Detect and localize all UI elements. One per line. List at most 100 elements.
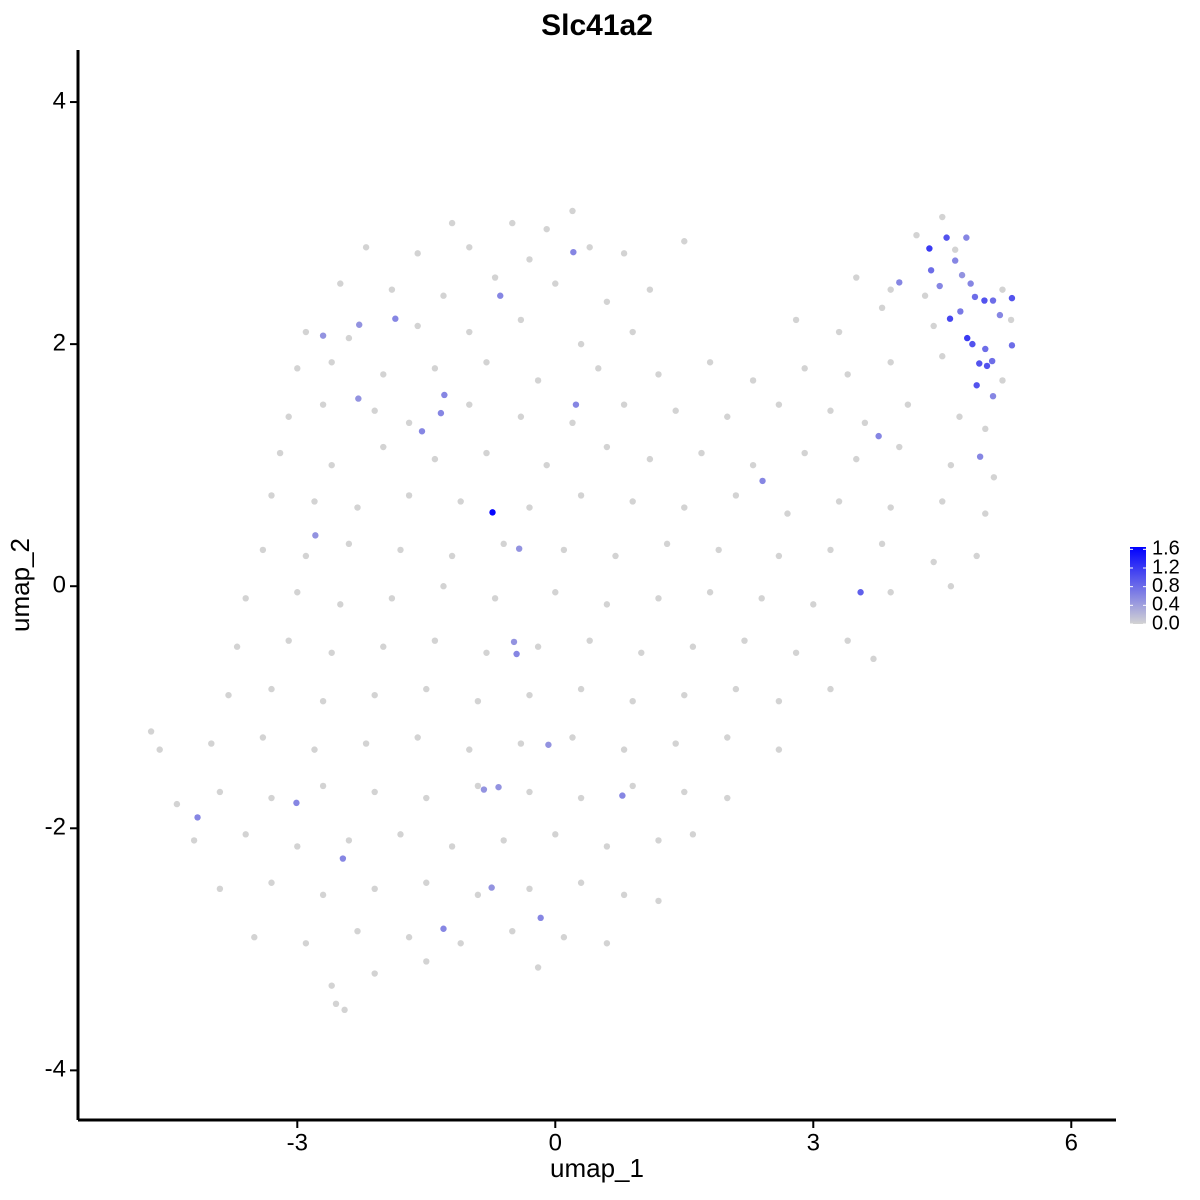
point (926, 245, 933, 252)
point (810, 601, 817, 608)
point (1008, 294, 1016, 302)
point (371, 691, 378, 699)
point (491, 274, 499, 281)
point (577, 879, 585, 886)
point (936, 282, 943, 290)
point (958, 271, 966, 279)
point (345, 540, 353, 548)
point (560, 934, 568, 941)
point (156, 746, 163, 753)
y-tick-label: 4 (53, 87, 66, 114)
point (500, 837, 507, 844)
point (724, 413, 731, 420)
point (509, 219, 516, 227)
point (457, 940, 464, 947)
point (749, 377, 757, 384)
point (586, 637, 593, 644)
point (526, 504, 533, 511)
point (405, 934, 413, 941)
point (827, 546, 834, 554)
point (603, 298, 611, 305)
point (440, 583, 447, 590)
point (414, 734, 421, 741)
point (629, 697, 636, 705)
point (448, 552, 456, 560)
point (620, 250, 628, 257)
point (749, 461, 757, 469)
x-tick-label: 0 (549, 1129, 562, 1156)
point (332, 1000, 340, 1008)
point (784, 510, 791, 517)
point (775, 552, 783, 560)
point (328, 982, 335, 989)
point (951, 257, 959, 264)
point (620, 891, 628, 899)
point (973, 382, 980, 389)
point (194, 814, 201, 821)
point (999, 286, 1006, 293)
point (497, 292, 504, 299)
point (225, 691, 232, 699)
point (943, 234, 950, 241)
point (689, 831, 697, 838)
colorbar (1130, 547, 1146, 624)
point (969, 340, 976, 348)
x-tick-label: -3 (287, 1129, 308, 1156)
point (861, 419, 869, 427)
point (827, 685, 834, 693)
point (534, 964, 542, 971)
point (988, 357, 996, 365)
point (996, 311, 1004, 319)
x-tick-label: 6 (1065, 1129, 1078, 1156)
point (328, 649, 335, 656)
point (380, 443, 387, 451)
point (853, 455, 860, 463)
point (431, 637, 439, 644)
point (913, 231, 920, 239)
point (732, 685, 740, 693)
point (655, 837, 662, 844)
point (947, 583, 955, 590)
point (423, 685, 430, 693)
point (870, 655, 877, 663)
point (311, 746, 318, 753)
point (732, 492, 740, 499)
point (801, 449, 808, 457)
point (724, 794, 731, 802)
point (483, 649, 490, 656)
point (939, 353, 946, 360)
point (577, 492, 585, 499)
point (341, 1006, 348, 1014)
point (792, 316, 800, 324)
point (569, 734, 576, 741)
point (480, 786, 488, 793)
point (1008, 342, 1016, 349)
colorbar-label: 0.0 (1152, 612, 1180, 634)
point (397, 831, 404, 838)
point (423, 794, 430, 802)
point (354, 927, 361, 935)
point (927, 267, 935, 274)
point (603, 843, 611, 850)
point (706, 359, 714, 366)
point (440, 925, 447, 932)
point (603, 443, 611, 451)
point (939, 213, 946, 221)
point (216, 788, 224, 796)
point (967, 280, 974, 287)
point (337, 601, 344, 608)
point (939, 498, 946, 505)
point (957, 308, 964, 315)
point (964, 334, 971, 342)
point (537, 914, 544, 922)
point (474, 782, 482, 790)
point (878, 304, 886, 312)
point (466, 244, 473, 251)
point (418, 428, 426, 435)
point (328, 461, 335, 469)
point (569, 207, 576, 215)
x-tick-label: 3 (807, 1129, 820, 1156)
point (488, 884, 495, 891)
point (982, 510, 989, 517)
